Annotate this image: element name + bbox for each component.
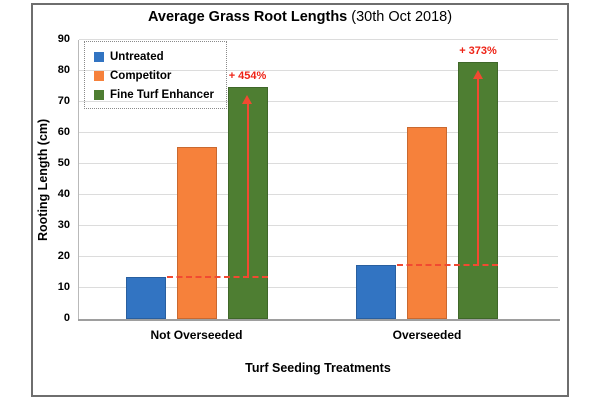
legend-item-fine-turf-enhancer: Fine Turf Enhancer [94,85,226,104]
bar-competitor-not-overseeded [176,146,217,319]
legend-label-fine-turf-enhancer: Fine Turf Enhancer [110,88,214,101]
legend-swatch-untreated-icon [94,51,104,62]
legend-item-untreated: Untreated [94,47,226,66]
y-axis-line [78,40,79,321]
y-tick-label: 90 [57,33,70,45]
y-tick-label: 10 [57,281,70,293]
y-tick-label: 80 [57,64,70,76]
category-label-not-overseeded: Not Overseeded [150,328,243,342]
y-axis-title: Rooting Length (cm) [36,118,50,241]
chart-title-main: Average Grass Root Lengths [147,9,348,25]
legend: Untreated Competitor Fine Turf Enhancer [84,41,227,109]
gridline [79,70,558,71]
gridline [79,287,558,288]
baseline-dashed-line-not-overseeded [166,276,268,279]
y-tick-label: 20 [57,250,70,262]
chart-title-date: (30th Oct 2018) [347,9,453,25]
annotation-label-not-overseeded: + 454% [228,69,267,82]
gridline [79,163,558,164]
gridline [79,132,558,133]
category-label-overseeded: Overseeded [392,328,462,342]
gridline [79,256,558,257]
y-tick-label: 30 [57,219,70,231]
legend-label-competitor: Competitor [110,69,172,82]
gridline [79,225,558,226]
legend-swatch-competitor-icon [94,70,104,81]
legend-swatch-fine-turf-enhancer-icon [94,89,104,100]
y-tick-label: 0 [63,312,70,324]
chart-title: Average Grass Root Lengths (30th Oct 201… [31,9,569,25]
baseline-dashed-line-overseeded [397,263,498,266]
annotation-label-overseeded: + 373% [459,44,497,57]
y-tick-label: 40 [57,188,70,200]
bar-untreated-not-overseeded [125,277,166,319]
bar-competitor-overseeded [407,126,447,319]
y-tick-label: 50 [57,157,70,169]
increase-arrow-line-overseeded [477,77,479,264]
increase-arrowhead-icon-not-overseeded [242,94,252,104]
gridline [79,101,558,102]
legend-item-competitor: Competitor [94,66,226,85]
bar-untreated-overseeded [356,264,396,319]
increase-arrow-line-not-overseeded [246,102,249,277]
y-tick-label: 60 [57,126,70,138]
gridline [79,39,558,40]
y-tick-label: 70 [57,95,70,107]
x-axis-title: Turf Seeding Treatments [245,361,391,375]
x-axis-line [78,319,560,321]
gridline [79,194,558,195]
legend-label-untreated: Untreated [110,50,164,63]
increase-arrowhead-icon-overseeded [472,69,483,79]
